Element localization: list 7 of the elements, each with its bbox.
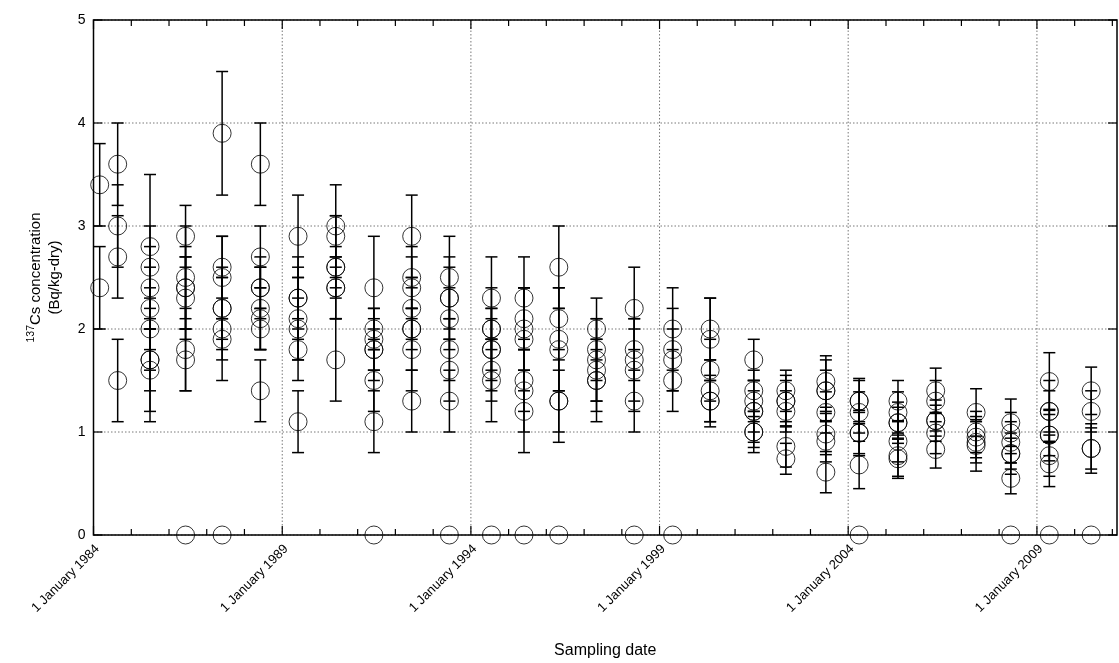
y-tick-label: 3 (77, 216, 86, 233)
y-tick-label: 1 (77, 422, 86, 439)
y-tick-label: 2 (77, 319, 86, 336)
y-tick-label: 4 (77, 113, 86, 130)
x-axis-title: Sampling date (554, 641, 657, 658)
y-tick-label: 5 (77, 10, 86, 27)
y-tick-label: 0 (77, 525, 86, 542)
